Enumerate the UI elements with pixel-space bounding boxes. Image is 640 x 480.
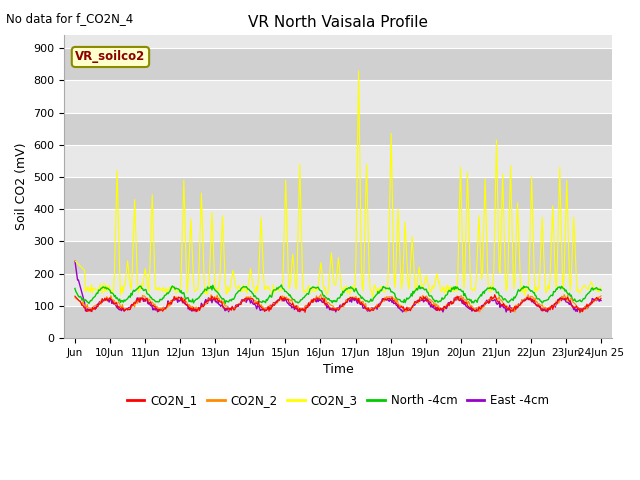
Bar <box>65 48 612 81</box>
Title: VR North Vaisala Profile: VR North Vaisala Profile <box>248 15 428 30</box>
X-axis label: Time: Time <box>323 363 353 376</box>
Bar <box>65 177 612 209</box>
Legend: CO2N_1, CO2N_2, CO2N_3, North -4cm, East -4cm: CO2N_1, CO2N_2, CO2N_3, North -4cm, East… <box>122 389 554 412</box>
Y-axis label: Soil CO2 (mV): Soil CO2 (mV) <box>15 143 28 230</box>
Bar <box>65 241 612 274</box>
Bar <box>65 113 612 145</box>
Text: No data for f_CO2N_4: No data for f_CO2N_4 <box>6 12 134 25</box>
Text: VR_soilco2: VR_soilco2 <box>76 50 145 63</box>
Bar <box>65 306 612 338</box>
